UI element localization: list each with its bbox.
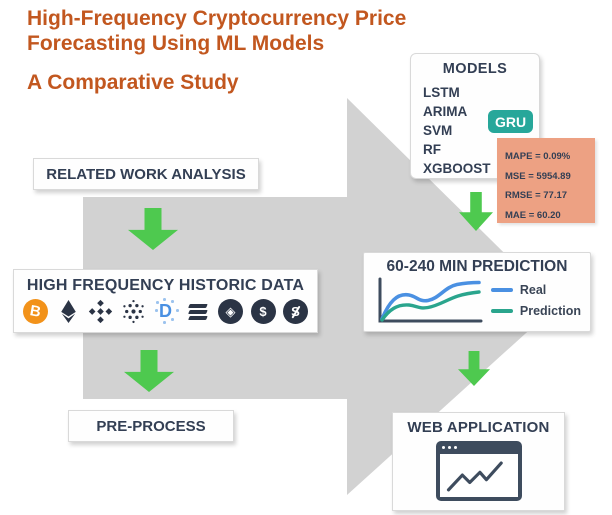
legend-row-real: Real [490,283,581,297]
preprocess-label: PRE-PROCESS [96,417,206,435]
web-application-box: WEB APPLICATION [392,412,565,511]
historic-data-label: HIGH FREQUENCY HISTORIC DATA [26,277,305,294]
related-work-analysis-box: RELATED WORK ANALYSIS [33,158,259,190]
subtitle: A Comparative Study [27,71,239,94]
model-item-rf: RF [423,142,441,157]
browser-window-icon [436,441,522,501]
slashed-s-coin-icon: S [283,299,308,324]
cardano-icon [121,299,146,324]
historic-data-box: HIGH FREQUENCY HISTORIC DATA B [13,269,318,333]
metrics-box: MAPE = 0.09% MSE = 5954.89 RMSE = 77.17 … [497,138,595,223]
legend-label-real: Real [519,283,547,297]
main-title-line1: High-Frequency Cryptocurrency Price [27,7,407,30]
metric-mse: MSE = 5954.89 [505,170,571,182]
dogecoin-icon: D [153,299,178,324]
metric-mae: MAE = 60.20 [505,209,561,221]
models-title: MODELS [442,61,508,77]
related-work-analysis-label: RELATED WORK ANALYSIS [46,165,246,183]
preprocess-box: PRE-PROCESS [68,410,234,442]
diamond-coin-icon: ◈ [218,299,243,324]
prediction-line [380,290,481,322]
dogecoin-dots [156,301,159,304]
legend-label-prediction: Prediction [519,304,581,318]
model-item-xgboost: XGBOOST [423,161,491,176]
prediction-box: 60-240 MIN PREDICTION Real Prediction [363,252,591,332]
gru-highlight-badge: GRU [488,110,533,133]
real-line [380,280,481,321]
crypto-icon-row: B [14,299,317,324]
binance-icon [88,299,113,324]
prediction-title: 60-240 MIN PREDICTION [386,258,568,275]
browser-dots-icon [442,446,446,450]
model-item-lstm: LSTM [423,85,460,100]
dollar-coin-icon: $ [250,299,276,324]
metric-mape: MAPE = 0.09% [505,151,571,162]
solana-icon [186,299,211,324]
prediction-legend: Real Prediction [490,283,581,318]
bitcoin-icon: B [23,299,48,324]
metric-rmse: RMSE = 77.17 [505,190,568,201]
models-list: LSTM ARIMA SVM RF XGBOOST [423,83,539,178]
prediction-mini-chart [378,277,483,323]
web-application-label: WEB APPLICATION [407,419,550,436]
prediction-line-swatch [490,309,513,313]
browser-chart-line [446,460,503,491]
model-item-arima: ARIMA [423,104,468,119]
model-item-svm: SVM [423,123,453,138]
real-line-swatch [490,288,513,292]
main-title-line2: Forecasting Using ML Models [27,32,325,55]
ethereum-icon [56,299,81,324]
legend-row-prediction: Prediction [490,304,581,318]
